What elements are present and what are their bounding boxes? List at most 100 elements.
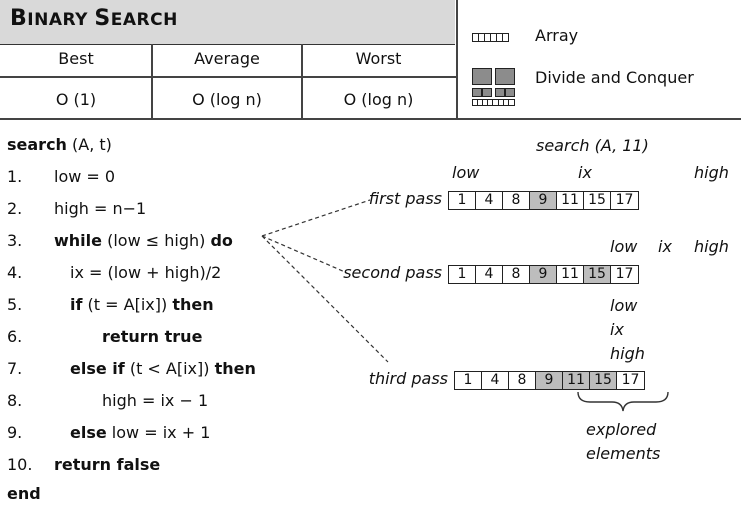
code-keyword: end xyxy=(7,484,41,503)
array-cell: 1 xyxy=(449,192,476,209)
array-cell: 15 xyxy=(590,372,617,389)
code-line: else low = ix + 1 xyxy=(70,417,210,449)
code-keyword: do xyxy=(210,231,233,250)
code-text: (t < A[ix]) xyxy=(124,359,215,378)
line-number: 8. xyxy=(7,391,23,410)
complexity-value-worst: O (log n) xyxy=(343,90,414,109)
code-keyword: else xyxy=(70,423,107,442)
code-line: else if (t < A[ix]) then xyxy=(70,353,256,385)
complexity-header-best: Best xyxy=(58,49,94,68)
array-cell: 17 xyxy=(615,192,634,208)
line-number: 2. xyxy=(7,199,23,218)
array-cell: 11 xyxy=(563,372,590,389)
code-end: end xyxy=(7,478,41,510)
explored-label-line1: explored xyxy=(586,420,657,439)
array-cell: 17 xyxy=(621,372,640,388)
line-number: 7. xyxy=(7,359,23,378)
title-letter-b: B xyxy=(10,6,28,31)
code-line: if (t = A[ix]) then xyxy=(70,289,214,321)
code-line: high = n−1 xyxy=(54,193,146,225)
legend-label-divide-conquer: Divide and Conquer xyxy=(535,68,694,87)
array-cell: 1 xyxy=(449,266,476,283)
code-line: return false xyxy=(54,449,160,481)
array-cell: 8 xyxy=(509,372,536,389)
table-col-divider-1 xyxy=(151,44,153,118)
line-number: 4. xyxy=(7,263,23,282)
array-cell: 11 xyxy=(557,266,584,283)
page-title: BINARY SEARCH xyxy=(10,6,178,31)
title-letter-s: S xyxy=(94,6,111,31)
explored-brace xyxy=(577,391,669,412)
code-keyword: search xyxy=(7,135,67,154)
pointer-high: high xyxy=(694,237,729,256)
complexity-header-average: Average xyxy=(194,49,260,68)
array-cell: 17 xyxy=(615,266,634,282)
title-part-earch: EARCH xyxy=(110,10,178,30)
code-text: high = ix − 1 xyxy=(102,391,209,410)
array-cell: 8 xyxy=(503,192,530,209)
pointer-ix: ix xyxy=(610,320,624,339)
array-cell: 4 xyxy=(482,372,509,389)
code-keyword: then xyxy=(214,359,256,378)
line-number: 3. xyxy=(7,231,23,250)
complexity-value-average: O (log n) xyxy=(192,90,262,109)
array-cell: 9 xyxy=(536,372,563,389)
search-call-label: search (A, 11) xyxy=(536,136,649,155)
pass-label: first pass xyxy=(368,189,442,208)
pointer-ix: ix xyxy=(658,237,672,256)
array-cell: 8 xyxy=(503,266,530,283)
array-cell: 11 xyxy=(557,192,584,209)
code-args: (A, t) xyxy=(66,135,112,154)
title-part-inary: INARY xyxy=(27,10,95,30)
code-line: return true xyxy=(102,321,202,353)
complexity-table: Best Average Worst O (1) O (log n) O (lo… xyxy=(0,44,455,118)
array-row: 1 4 8 9 11 15 17 xyxy=(448,265,639,284)
array-cell: 9 xyxy=(530,266,557,283)
pointer-low: low xyxy=(452,163,480,182)
code-line: ix = (low + high)/2 xyxy=(70,257,221,289)
array-icon xyxy=(472,33,509,42)
complexity-value-best: O (1) xyxy=(55,90,97,109)
array-cell: 9 xyxy=(530,192,557,209)
code-text: (t = A[ix]) xyxy=(82,295,173,314)
pointer-low: low xyxy=(610,237,638,256)
line-number: 1. xyxy=(7,167,23,186)
code-signature: search (A, t) xyxy=(7,129,112,161)
code-keyword: return false xyxy=(54,455,161,474)
code-text: low = ix + 1 xyxy=(106,423,211,442)
array-cell: 4 xyxy=(476,266,503,283)
pass-label: second pass xyxy=(343,263,442,282)
array-row: 1 4 8 9 11 15 17 xyxy=(454,371,645,390)
code-line: low = 0 xyxy=(54,161,115,193)
code-keyword: if xyxy=(70,295,83,314)
code-line: while (low ≤ high) do xyxy=(54,225,233,257)
code-text: low = 0 xyxy=(54,167,116,186)
pointer-high: high xyxy=(694,163,729,182)
line-number: 5. xyxy=(7,295,23,314)
line-number: 9. xyxy=(7,423,23,442)
array-cell: 15 xyxy=(584,192,611,209)
code-keyword: then xyxy=(172,295,214,314)
connector-second-pass xyxy=(261,235,346,273)
connector-third-pass xyxy=(261,235,389,363)
code-line: high = ix − 1 xyxy=(102,385,208,417)
connector-first-pass xyxy=(261,199,371,237)
code-text: ix = (low + high)/2 xyxy=(70,263,222,282)
legend-divider xyxy=(456,0,458,119)
legend-label-array: Array xyxy=(535,26,579,45)
line-number: 6. xyxy=(7,327,23,346)
divide-conquer-icon xyxy=(472,68,515,106)
title-banner: BINARY SEARCH xyxy=(0,0,455,45)
array-cell: 4 xyxy=(476,192,503,209)
pass-label: third pass xyxy=(368,369,448,388)
line-number: 10. xyxy=(7,455,33,474)
table-row-divider xyxy=(0,76,457,78)
code-text: (low ≤ high) xyxy=(102,231,211,250)
array-cell: 15 xyxy=(584,266,611,283)
header-bottom-rule xyxy=(0,118,741,120)
array-row: 1 4 8 9 11 15 17 xyxy=(448,191,639,210)
pointer-low: low xyxy=(610,296,638,315)
code-keyword: else if xyxy=(70,359,125,378)
code-text: high = n−1 xyxy=(54,199,147,218)
